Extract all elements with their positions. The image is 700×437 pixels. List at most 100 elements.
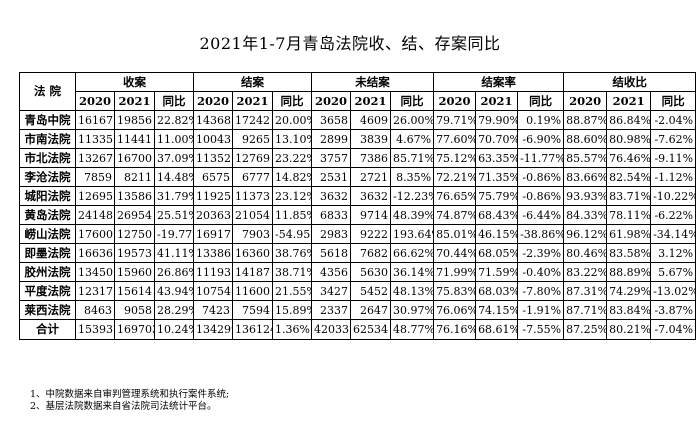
table-cell: 80.21% xyxy=(606,319,652,340)
table-cell: 42033 xyxy=(311,319,352,340)
sub-header: 2020 xyxy=(563,91,608,111)
table-cell: 84.33% xyxy=(563,205,608,225)
table-cell: 12317 xyxy=(75,281,115,301)
table-cell: 11335 xyxy=(75,129,115,149)
table-cell: 79.90% xyxy=(475,110,519,130)
court-stats-table: 法 院 收案 结案 未结案 结案率 结收比 2020 2021 同比 2020 … xyxy=(19,72,697,340)
sub-header: 2021 xyxy=(606,91,652,111)
table-row: 即墨法院166361957341.11%133861636038.76%5618… xyxy=(19,243,697,263)
table-cell: 76.65% xyxy=(433,186,477,206)
table-cell: 134299 xyxy=(193,319,234,340)
table-cell: 75.83% xyxy=(433,281,477,301)
table-cell: 6575 xyxy=(193,167,234,187)
table-cell: -54.95% xyxy=(272,224,313,244)
table-cell: 5630 xyxy=(350,262,392,282)
table-cell: 15960 xyxy=(114,262,155,282)
table-cell: 8.35% xyxy=(390,167,435,187)
table-cell: -6.44% xyxy=(517,205,565,225)
table-cell: 193.64% xyxy=(390,224,435,244)
table-cell: 17600 xyxy=(75,224,115,244)
table-cell: 62534 xyxy=(350,319,392,340)
sub-header: 同比 xyxy=(272,91,313,111)
table-cell: 2647 xyxy=(350,300,392,320)
table-cell: 21054 xyxy=(232,205,274,225)
table-cell: 11441 xyxy=(114,129,155,149)
table-cell: -7.04% xyxy=(650,319,697,340)
court-name: 崂山法院 xyxy=(19,224,76,244)
table-cell: 74.87% xyxy=(433,205,477,225)
table-cell: 16360 xyxy=(232,243,274,263)
table-cell: 2721 xyxy=(350,167,392,187)
table-cell: 66.62% xyxy=(390,243,435,263)
table-cell: 3632 xyxy=(350,186,392,206)
court-name: 合计 xyxy=(19,319,76,340)
sub-header: 同比 xyxy=(153,91,195,111)
table-cell: 9222 xyxy=(350,224,392,244)
table-cell: 71.59% xyxy=(475,262,519,282)
table-cell: -3.87% xyxy=(650,300,697,320)
table-cell: 19856 xyxy=(114,110,155,130)
table-cell: 80.98% xyxy=(606,129,652,149)
table-cell: 11352 xyxy=(193,148,234,168)
sub-header: 2020 xyxy=(75,91,115,111)
table-cell: 38.76% xyxy=(272,243,313,263)
table-cell: 87.31% xyxy=(563,281,608,301)
table-cell: 93.93% xyxy=(563,186,608,206)
table-cell: 2531 xyxy=(311,167,352,187)
court-name: 市南法院 xyxy=(19,129,76,149)
table-cell: -0.86% xyxy=(517,186,565,206)
table-cell: 38.71% xyxy=(272,262,313,282)
table-cell: -9.11% xyxy=(650,148,697,168)
group-header-close-receive-ratio: 结收比 xyxy=(563,72,697,92)
sub-header: 2020 xyxy=(433,91,477,111)
table-cell: 25.51% xyxy=(153,205,195,225)
table-cell: 83.84% xyxy=(606,300,652,320)
table-cell: 21.55% xyxy=(272,281,313,301)
table-cell: 4.67% xyxy=(390,129,435,149)
table-cell: 15614 xyxy=(114,281,155,301)
table-cell: 13450 xyxy=(75,262,115,282)
table-cell: 82.54% xyxy=(606,167,652,187)
table-cell: 6777 xyxy=(232,167,274,187)
table-cell: 11600 xyxy=(232,281,274,301)
sub-header: 2021 xyxy=(232,91,274,111)
sub-header: 2021 xyxy=(350,91,392,111)
table-cell: -6.22% xyxy=(650,205,697,225)
table-cell: -0.86% xyxy=(517,167,565,187)
group-header-received: 收案 xyxy=(74,72,195,92)
table-cell: 22.82% xyxy=(153,110,195,130)
court-name: 市北法院 xyxy=(19,148,76,168)
table-cell: 9714 xyxy=(350,205,392,225)
group-header-closure-rate: 结案率 xyxy=(433,72,565,92)
table-cell: 14.48% xyxy=(153,167,195,187)
table-cell: 36.14% xyxy=(390,262,435,282)
table-cell: 63.35% xyxy=(475,148,519,168)
table-cell: 83.22% xyxy=(563,262,608,282)
table-cell: 16917 xyxy=(193,224,234,244)
table-cell: 12750 xyxy=(114,224,155,244)
table-cell: 16700 xyxy=(114,148,155,168)
table-cell: 48.13% xyxy=(390,281,435,301)
table-cell: 169703 xyxy=(114,319,155,340)
table-cell: 3839 xyxy=(350,129,392,149)
table-cell: 76.46% xyxy=(606,148,652,168)
table-cell: 83.66% xyxy=(563,167,608,187)
table-cell: 61.98% xyxy=(606,224,652,244)
table-cell: 37.09% xyxy=(153,148,195,168)
table-cell: 71.99% xyxy=(433,262,477,282)
table-cell: 5.67% xyxy=(650,262,697,282)
table-cell: 80.46% xyxy=(563,243,608,263)
table-cell: 68.05% xyxy=(475,243,519,263)
footnote: 1、中院数据来自审判管理系统和执行案件系统; xyxy=(30,389,230,400)
table-cell: 13.10% xyxy=(272,129,313,149)
table-cell: 87.71% xyxy=(563,300,608,320)
court-name: 平度法院 xyxy=(19,281,76,301)
table-cell: 48.39% xyxy=(390,205,435,225)
table-cell: 88.89% xyxy=(606,262,652,282)
table-cell: -19.77% xyxy=(153,224,195,244)
table-cell: 10.24% xyxy=(153,319,195,340)
table-cell: 86.84% xyxy=(606,110,652,130)
header-row-groups: 法 院 收案 结案 未结案 结案率 结收比 xyxy=(19,72,697,111)
table-cell: -10.22% xyxy=(650,186,697,206)
table-cell: 85.71% xyxy=(390,148,435,168)
